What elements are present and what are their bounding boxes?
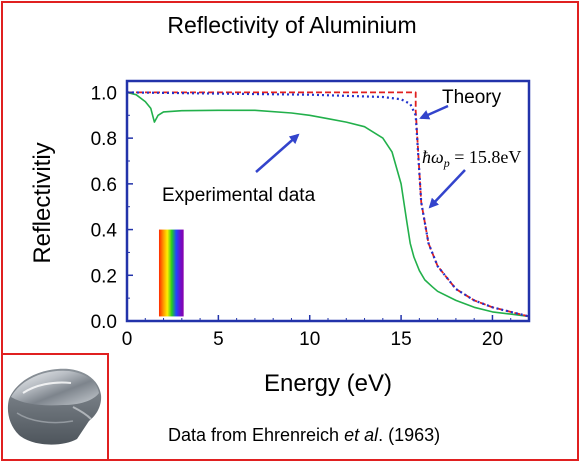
y-tick-label: 0.6 [91,175,117,196]
x-tick-label: 15 [391,329,412,350]
visible-spectrum-band [158,229,184,317]
aluminium-photo [1,353,109,461]
y-tick-label: 1.0 [91,83,117,104]
x-tick-label: 5 [213,329,224,350]
footnote-italic: et al [344,425,379,445]
plasma-hbar-omega: ħω [422,147,444,167]
theory-arrow [419,104,449,120]
y-tick-label: 0.4 [91,221,118,242]
y-tick-label: 0.2 [91,266,117,287]
experimental-data-arrow [255,133,300,173]
y-tick-label: 0.8 [91,129,117,150]
plasma-arrow [428,169,466,209]
theory-label: Theory [442,87,502,108]
data-source-note: Data from Ehrenreich et al. (1963) [168,425,440,446]
plasma-energy-label: ħωp = 15.8eV [422,147,521,170]
x-tick-label: 10 [299,329,320,350]
x-tick-label: 0 [122,329,133,350]
experimental-data-line [126,91,530,318]
x-tick-label: 20 [482,329,503,350]
plasma-subscript: p [443,156,450,170]
footnote-suffix: . (1963) [378,425,441,445]
x-axis-label: Energy (eV) [264,370,392,397]
y-tick-label: 0.0 [91,312,117,333]
chart-title: Reflectivity of Aluminium [167,12,417,38]
experimental-data-label: Experimental data [162,185,316,206]
footnote-prefix: Data from Ehrenreich [168,425,345,445]
plasma-value: = 15.8eV [450,147,522,167]
aluminium-lump-image [7,368,102,445]
y-axis-label: Reflectivitiy [29,142,56,263]
